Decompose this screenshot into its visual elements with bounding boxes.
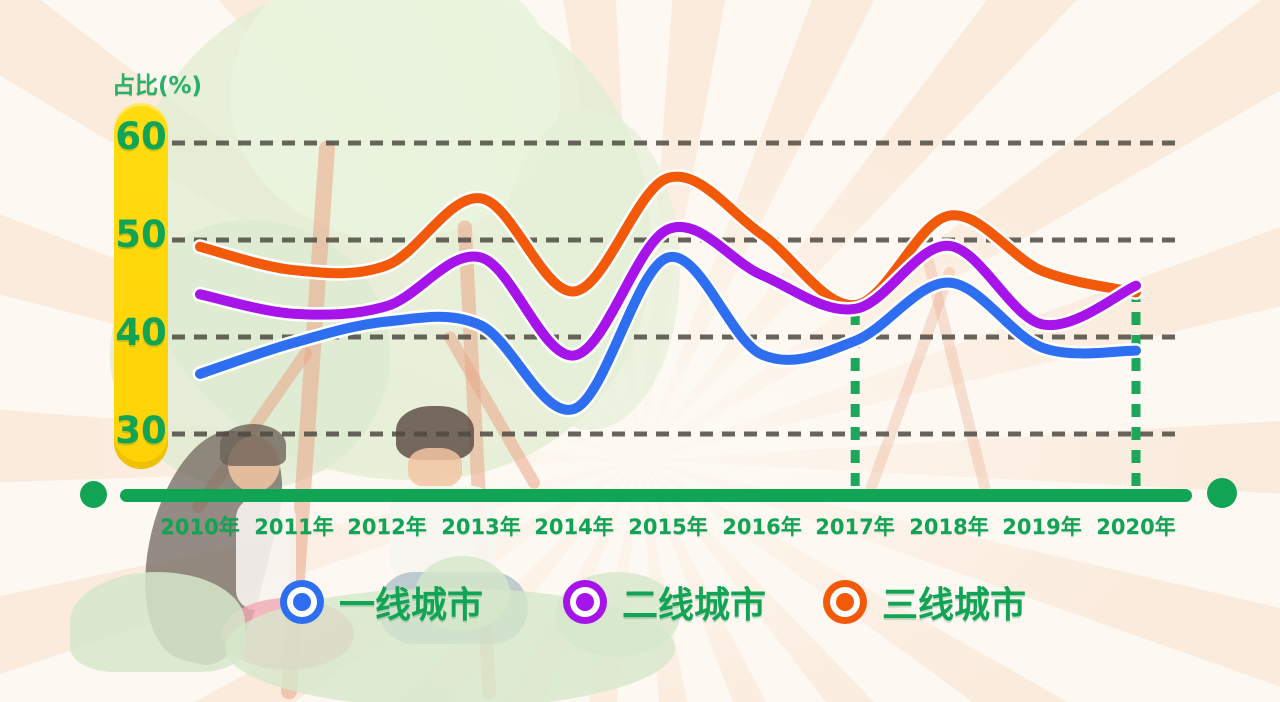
x-axis-line	[120, 489, 1192, 502]
x-tick-2011: 2011年	[254, 515, 334, 539]
legend-label-tier2: 二线城市	[622, 585, 767, 626]
二线城市-line	[195, 222, 1141, 361]
y-axis-label: 占比(%)	[112, 73, 203, 99]
legend-item-tier3: 三线城市	[823, 576, 1026, 628]
axis-end-dot	[1207, 478, 1237, 508]
x-tick-2020: 2020年	[1096, 515, 1176, 539]
x-tick-2017: 2017年	[815, 515, 895, 539]
tier1-series-marker-icon	[280, 580, 324, 624]
x-tick-2012: 2012年	[347, 515, 427, 539]
y-tick-60: 60	[115, 115, 167, 158]
x-tick-2013: 2013年	[441, 515, 521, 539]
三线城市-line	[195, 171, 1141, 310]
tier2-series-marker-icon	[563, 580, 607, 624]
legend-item-tier2: 二线城市	[563, 576, 766, 628]
y-tick-50: 50	[115, 213, 167, 256]
legend-item-tier1: 一线城市	[280, 576, 483, 628]
legend-label-tier3: 三线城市	[882, 585, 1027, 626]
tier3-series-marker-icon	[823, 580, 867, 624]
y-tick-40: 40	[115, 311, 167, 354]
x-tick-2014: 2014年	[534, 515, 614, 539]
legend-label-tier1: 一线城市	[339, 585, 484, 626]
x-tick-2016: 2016年	[722, 515, 802, 539]
一线城市-line	[195, 252, 1141, 415]
x-tick-2010: 2010年	[160, 515, 240, 539]
y-tick-30: 30	[115, 409, 167, 452]
x-tick-2015: 2015年	[628, 515, 708, 539]
x-tick-2018: 2018年	[909, 515, 989, 539]
y-axis-bar: 60 50 40 30	[114, 103, 168, 469]
x-tick-2019: 2019年	[1002, 515, 1082, 539]
axis-start-dot	[80, 481, 107, 508]
